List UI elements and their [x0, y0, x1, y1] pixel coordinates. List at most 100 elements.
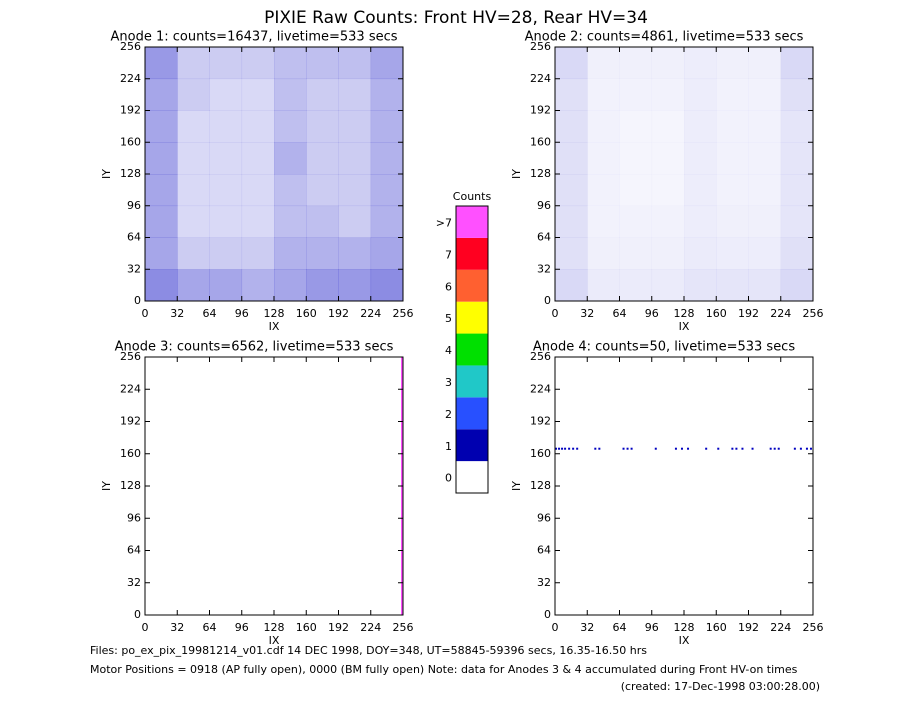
density-cell: [651, 47, 685, 80]
hit-pixel: [741, 447, 744, 450]
y-tick-label: 96: [127, 199, 141, 212]
hit-pixel: [731, 447, 734, 450]
density-cell: [780, 174, 814, 207]
hit-pixel: [558, 447, 561, 450]
density-cell: [370, 174, 404, 207]
density-cell: [651, 269, 685, 302]
y-tick-label: 0: [134, 294, 141, 307]
x-tick-label: 0: [552, 307, 559, 320]
hit-pixel: [773, 447, 776, 450]
density-cell: [177, 142, 210, 175]
density-cell: [209, 47, 243, 80]
x-tick-label: 256: [803, 621, 824, 634]
x-tick-label: 128: [674, 621, 695, 634]
density-cell: [241, 47, 275, 80]
y-tick-label: 32: [127, 576, 141, 589]
density-cell: [587, 142, 620, 175]
density-cell: [209, 142, 243, 175]
colorbar-label: 4: [445, 344, 452, 357]
density-cell: [555, 205, 588, 238]
density-cell: [684, 269, 717, 302]
density-cell: [619, 269, 653, 302]
y-tick-label: 256: [120, 40, 141, 53]
density-cell: [619, 110, 653, 143]
x-tick-label: 96: [645, 307, 659, 320]
hit-pixel: [809, 447, 812, 450]
x-tick-label: 0: [142, 621, 149, 634]
density-cell: [306, 47, 339, 80]
density-cell: [684, 110, 717, 143]
hit-pixel: [777, 447, 780, 450]
density-cell: [209, 174, 243, 207]
x-tick-label: 256: [803, 307, 824, 320]
density-cell: [338, 269, 372, 302]
colorbar-swatch: [456, 429, 488, 462]
density-cell: [587, 47, 620, 80]
hit-pixel: [751, 447, 754, 450]
y-axis-label: IY: [510, 169, 523, 179]
density-cell: [209, 78, 243, 111]
density-cell: [274, 174, 307, 207]
hit-pixel: [576, 447, 579, 450]
density-cell: [274, 142, 307, 175]
density-cell: [274, 47, 307, 80]
y-tick-label: 128: [120, 167, 141, 180]
y-tick-label: 96: [537, 511, 551, 524]
density-cell: [716, 110, 749, 143]
y-tick-label: 224: [120, 382, 141, 395]
colorbar-swatch: [456, 365, 488, 398]
density-cell: [241, 174, 275, 207]
y-tick-label: 192: [120, 415, 141, 428]
density-cell: [587, 237, 620, 270]
x-tick-label: 0: [142, 307, 149, 320]
colorbar-swatch: [456, 269, 488, 302]
density-cell: [370, 78, 404, 111]
density-cell: [748, 269, 782, 302]
x-tick-label: 64: [203, 621, 217, 634]
density-cell: [780, 237, 814, 270]
density-cell: [241, 237, 275, 270]
density-cell: [145, 174, 178, 207]
x-tick-label: 64: [203, 307, 217, 320]
x-tick-label: 96: [235, 307, 249, 320]
x-tick-label: 128: [264, 307, 285, 320]
colorbar-swatch: [456, 461, 488, 493]
density-cell: [145, 47, 178, 80]
hit-pixel: [793, 447, 796, 450]
x-axis-label: IX: [269, 320, 280, 333]
y-tick-label: 192: [530, 415, 551, 428]
x-tick-label: 160: [706, 621, 727, 634]
density-cell: [748, 110, 782, 143]
y-tick-label: 32: [537, 262, 551, 275]
y-tick-label: 64: [537, 544, 551, 557]
x-tick-label: 160: [296, 307, 317, 320]
density-cell: [145, 110, 178, 143]
colorbar-frame: [455, 205, 489, 494]
hit-pixel: [598, 447, 601, 450]
hit-pixel: [805, 447, 808, 450]
y-tick-label: 128: [530, 167, 551, 180]
x-tick-label: 32: [170, 307, 184, 320]
y-axis-label: IY: [510, 481, 523, 491]
density-cell: [780, 269, 814, 302]
y-tick-label: 192: [120, 104, 141, 117]
x-tick-label: 192: [738, 307, 759, 320]
y-tick-label: 256: [120, 350, 141, 363]
density-cell: [651, 142, 685, 175]
density-cell: [619, 142, 653, 175]
colorbar-label: >7: [436, 217, 452, 230]
density-cell: [587, 269, 620, 302]
y-axis-label: IY: [100, 169, 113, 179]
density-cell: [619, 205, 653, 238]
density-cell: [716, 237, 749, 270]
x-tick-label: 64: [613, 621, 627, 634]
x-tick-label: 128: [674, 307, 695, 320]
hit-pixel: [564, 447, 567, 450]
density-cell: [651, 78, 685, 111]
density-cell: [274, 110, 307, 143]
density-cell: [780, 78, 814, 111]
density-cell: [209, 205, 243, 238]
colorbar-label: 0: [445, 472, 452, 485]
density-cell: [748, 237, 782, 270]
density-cell: [306, 174, 339, 207]
